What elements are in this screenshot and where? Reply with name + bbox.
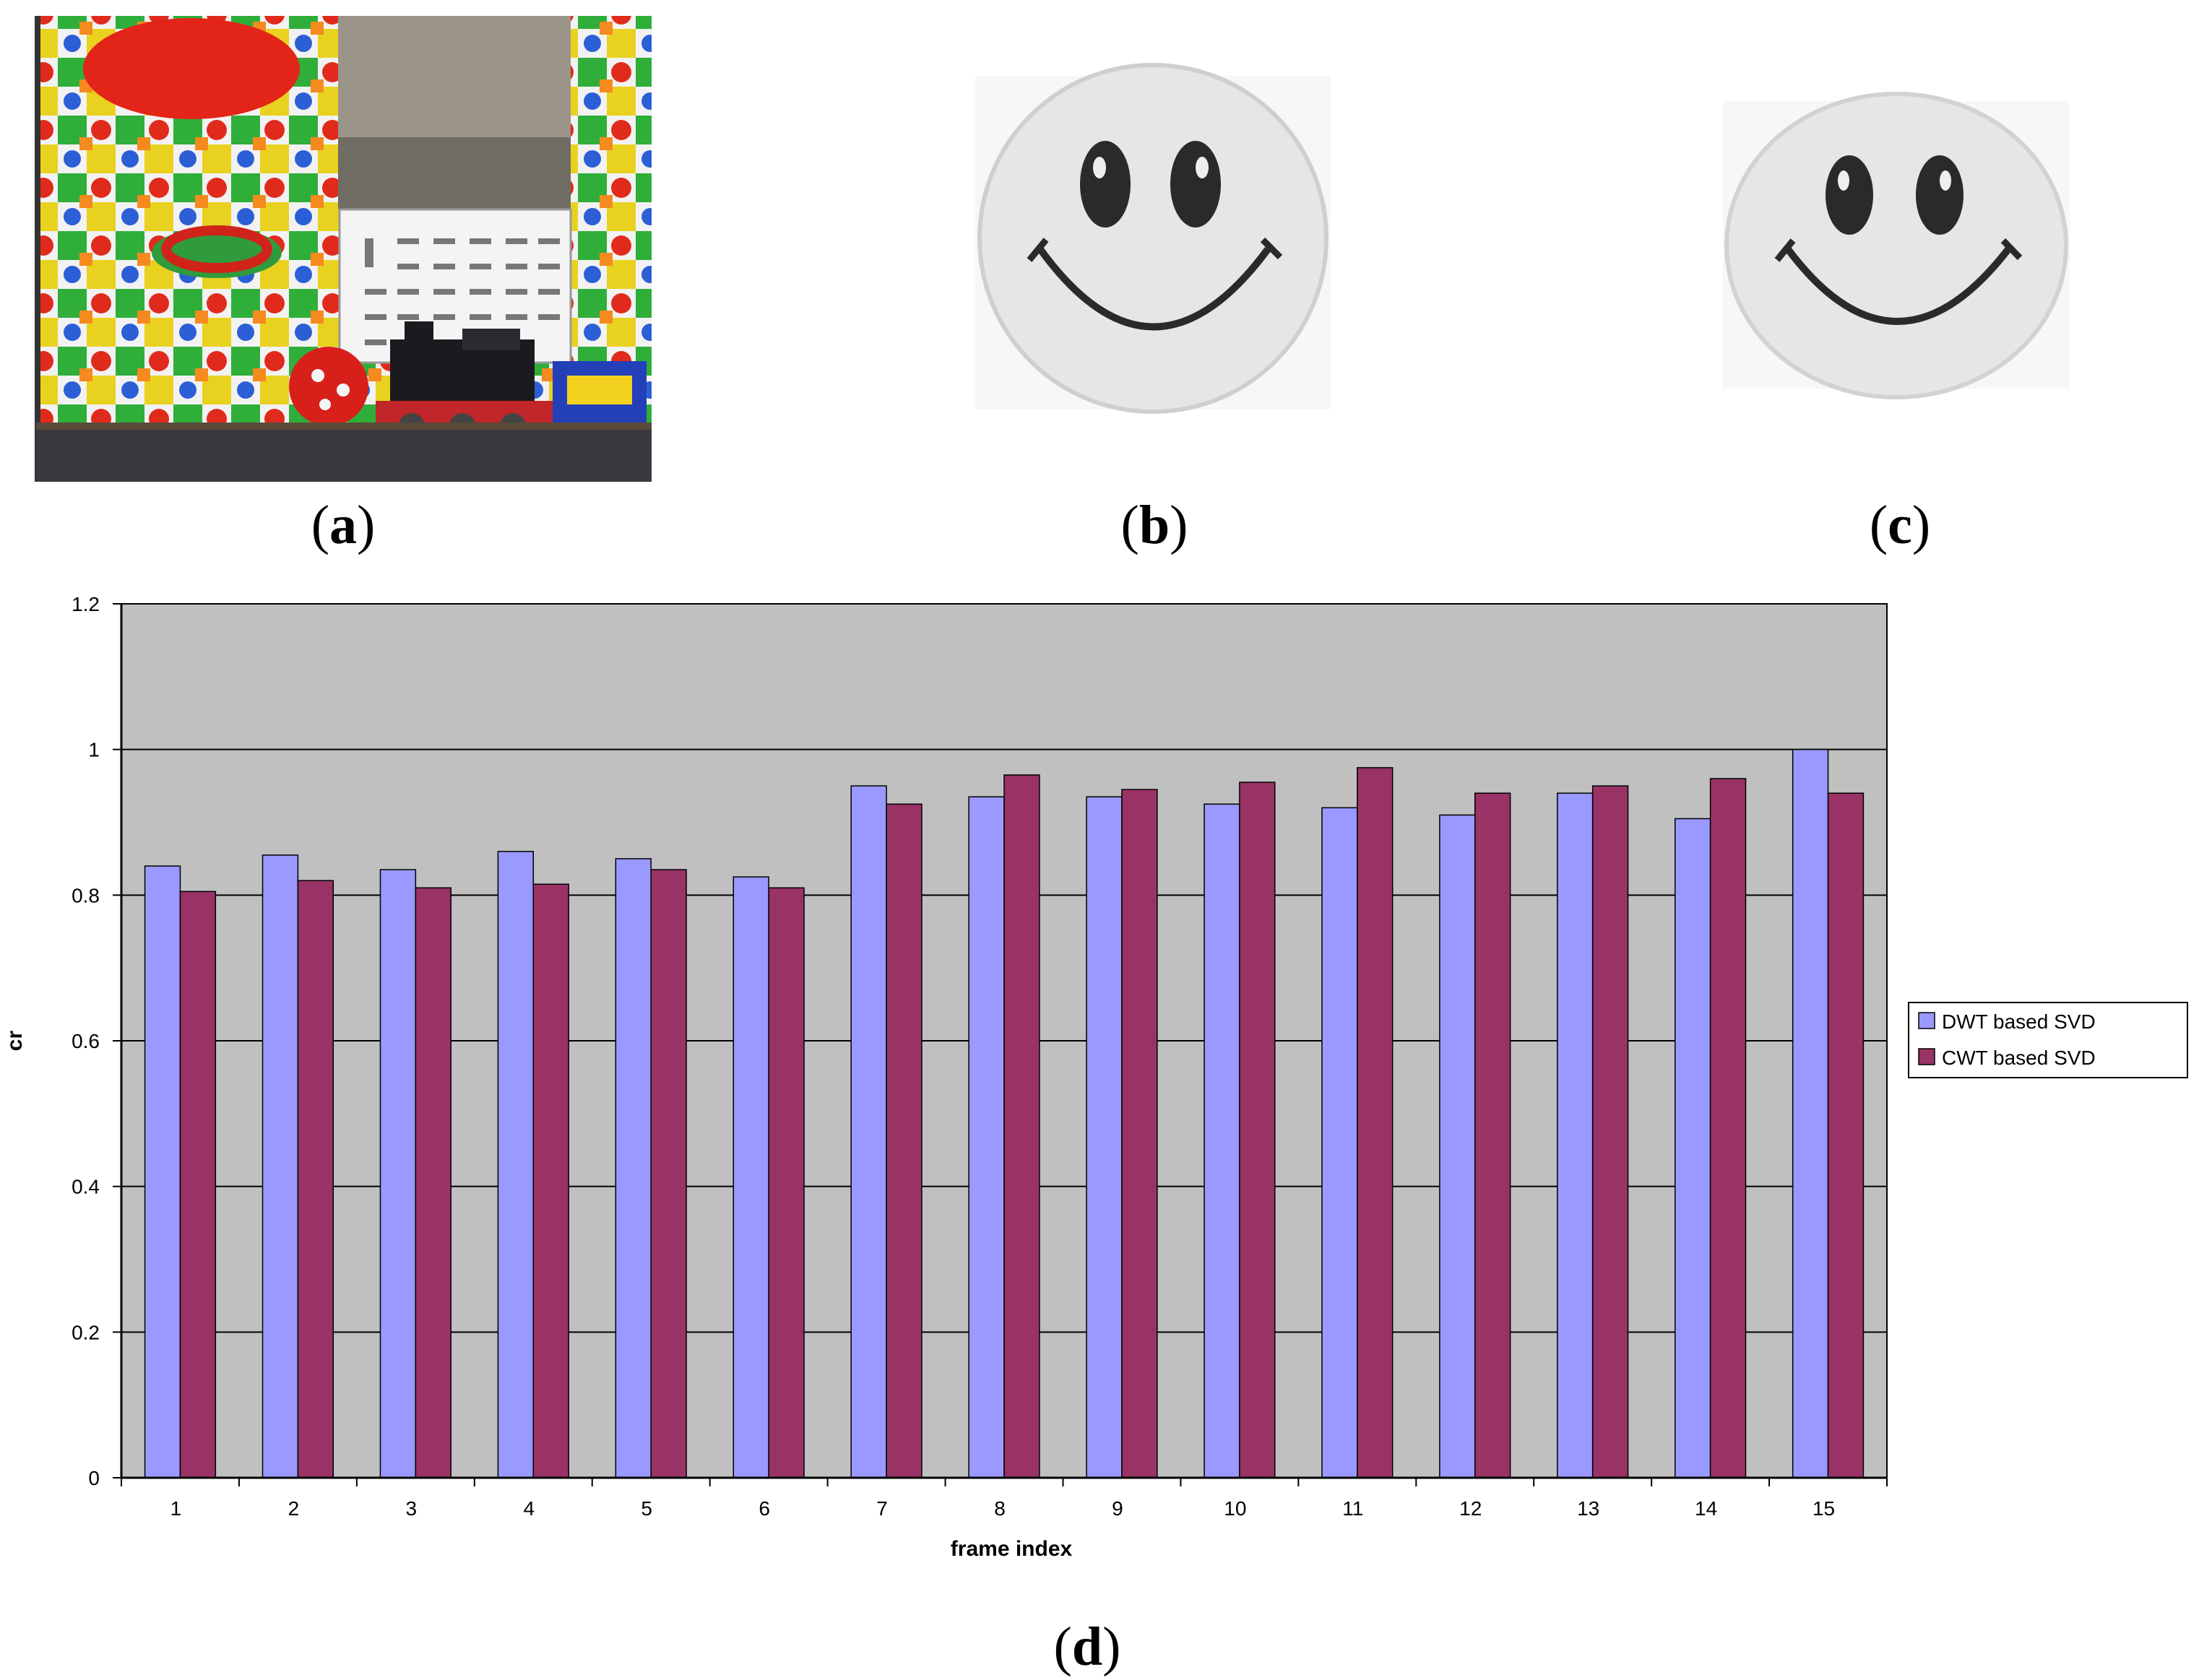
smiley-c-left-eye	[1826, 155, 1873, 235]
bar-cwt-14	[1709, 778, 1747, 1478]
panel-label-d: (d)	[1054, 1616, 1121, 1677]
panel-label-c: (c)	[1870, 495, 1930, 555]
legend-box	[1908, 1002, 2188, 1078]
bar-cwt-11	[1357, 767, 1394, 1478]
bar-cwt-3	[415, 887, 452, 1478]
ball-spot-3	[319, 399, 331, 410]
x-tick-label: 15	[1813, 1497, 1835, 1520]
x-tick-label: 7	[876, 1497, 888, 1520]
bar-cwt-12	[1474, 792, 1511, 1478]
x-tick-label: 8	[994, 1497, 1006, 1520]
bar-dwt-2	[262, 854, 299, 1478]
x-tick-label: 6	[759, 1497, 770, 1520]
red-ball	[289, 347, 368, 426]
bar-cwt-4	[532, 883, 569, 1478]
panel-c-smiley	[1723, 92, 2070, 399]
smiley-c-left-eye-shine	[1838, 170, 1849, 191]
panel-label-b: (b)	[1121, 495, 1188, 555]
y-axis-title: cr	[3, 1030, 27, 1051]
smiley-b-left-eye	[1080, 141, 1131, 228]
bar-cwt-2	[297, 880, 334, 1478]
x-tick-label: 14	[1695, 1497, 1717, 1520]
bar-dwt-3	[379, 869, 417, 1478]
y-tick-label: 0	[88, 1467, 100, 1489]
bar-cwt-5	[650, 869, 687, 1478]
axes	[113, 603, 1888, 1486]
panel-a-photo	[35, 16, 652, 482]
legend-label-dwt: DWT based SVD	[1942, 1010, 2096, 1033]
smiley-b-right-eye	[1170, 141, 1221, 228]
smiley-c-mouth-end-right	[2000, 238, 2023, 261]
bar-dwt-1	[144, 865, 181, 1478]
shelf	[36, 426, 652, 482]
y-tick-label: 0.6	[72, 1030, 100, 1052]
bar-dwt-7	[850, 785, 887, 1478]
bar-dwt-14	[1674, 818, 1711, 1478]
y-tick-label: 0.8	[72, 884, 100, 906]
bar-dwt-12	[1439, 814, 1476, 1478]
bar-dwt-9	[1086, 796, 1123, 1478]
bar-cwt-10	[1239, 781, 1276, 1478]
bar-dwt-11	[1321, 807, 1358, 1478]
x-tick-label: 2	[288, 1497, 300, 1520]
smiley-c-mouth	[1785, 246, 2011, 325]
bar-cwt-9	[1121, 789, 1158, 1478]
panel-b-smiley	[975, 63, 1331, 414]
legend-swatch-dwt	[1918, 1012, 1935, 1029]
x-tick-label: 3	[406, 1497, 418, 1520]
red-ring	[161, 225, 272, 273]
smiley-c-right-eye-shine	[1940, 170, 1951, 191]
bar-cwt-15	[1827, 792, 1865, 1478]
y-tick-label: 1	[88, 739, 100, 761]
red-flower-shape	[83, 18, 300, 119]
smiley-b-face	[977, 63, 1329, 414]
ball-spot-1	[311, 369, 324, 382]
x-tick-labels: 1 2 3 4 5 6 7 8 9 10 11 12 13 14 15	[170, 1497, 1835, 1520]
x-tick-label: 5	[641, 1497, 652, 1520]
x-tick-label: 1	[170, 1497, 182, 1520]
bar-dwt-4	[497, 851, 535, 1478]
y-tick-label: 0.2	[72, 1321, 100, 1343]
panel-label-a: (a)	[311, 495, 376, 555]
bar-cwt-8	[1003, 774, 1040, 1478]
photo-left-edge	[35, 16, 40, 482]
ball-spot-2	[337, 384, 350, 397]
y-tick-label: 0.4	[72, 1176, 100, 1198]
x-tick-label: 12	[1459, 1497, 1482, 1520]
bar-cwt-7	[886, 803, 923, 1478]
bar-dwt-13	[1557, 792, 1594, 1478]
y-tick-label: 1.2	[72, 593, 100, 615]
x-tick-label: 11	[1342, 1497, 1363, 1520]
bar-dwt-5	[615, 858, 652, 1478]
bar-cwt-6	[768, 887, 805, 1478]
bar-cwt-1	[179, 891, 217, 1478]
smiley-b-mouth-end-right	[1260, 237, 1283, 260]
x-tick-label: 4	[523, 1497, 535, 1520]
legend-label-cwt: CWT based SVD	[1942, 1047, 2096, 1069]
shelf-edge	[36, 423, 652, 430]
bar-dwt-8	[968, 796, 1005, 1478]
smiley-b-mouth-end-left	[1027, 238, 1049, 262]
y-tick-labels: 0 0.2 0.4 0.6 0.8 1 1.2	[72, 593, 100, 1489]
bar-dwt-15	[1792, 748, 1829, 1478]
smiley-c-face	[1724, 92, 2068, 399]
smiley-b-mouth	[1037, 247, 1271, 331]
smiley-c-mouth-end-left	[1774, 238, 1796, 262]
smiley-c-right-eye	[1916, 155, 1963, 235]
legend: DWT based SVD CWT based SVD	[1908, 1002, 2188, 1078]
bar-dwt-10	[1204, 803, 1240, 1478]
x-axis-title: frame index	[951, 1537, 1073, 1561]
poster-road	[338, 137, 571, 209]
legend-swatch-cwt	[1918, 1048, 1935, 1065]
x-tick-label: 10	[1224, 1497, 1246, 1520]
bar-dwt-6	[733, 876, 769, 1478]
bar-chart: 00.20.40.60.811.2 1 2 3 4 5 6 7 8 9 10 11 12 13 14 15 …	[3, 593, 2188, 1561]
bar-cwt-13	[1591, 785, 1629, 1478]
x-tick-label: 9	[1112, 1497, 1123, 1520]
smiley-b-right-eye-shine	[1196, 157, 1209, 178]
smiley-b-left-eye-shine	[1093, 157, 1106, 178]
x-tick-label: 13	[1577, 1497, 1599, 1520]
